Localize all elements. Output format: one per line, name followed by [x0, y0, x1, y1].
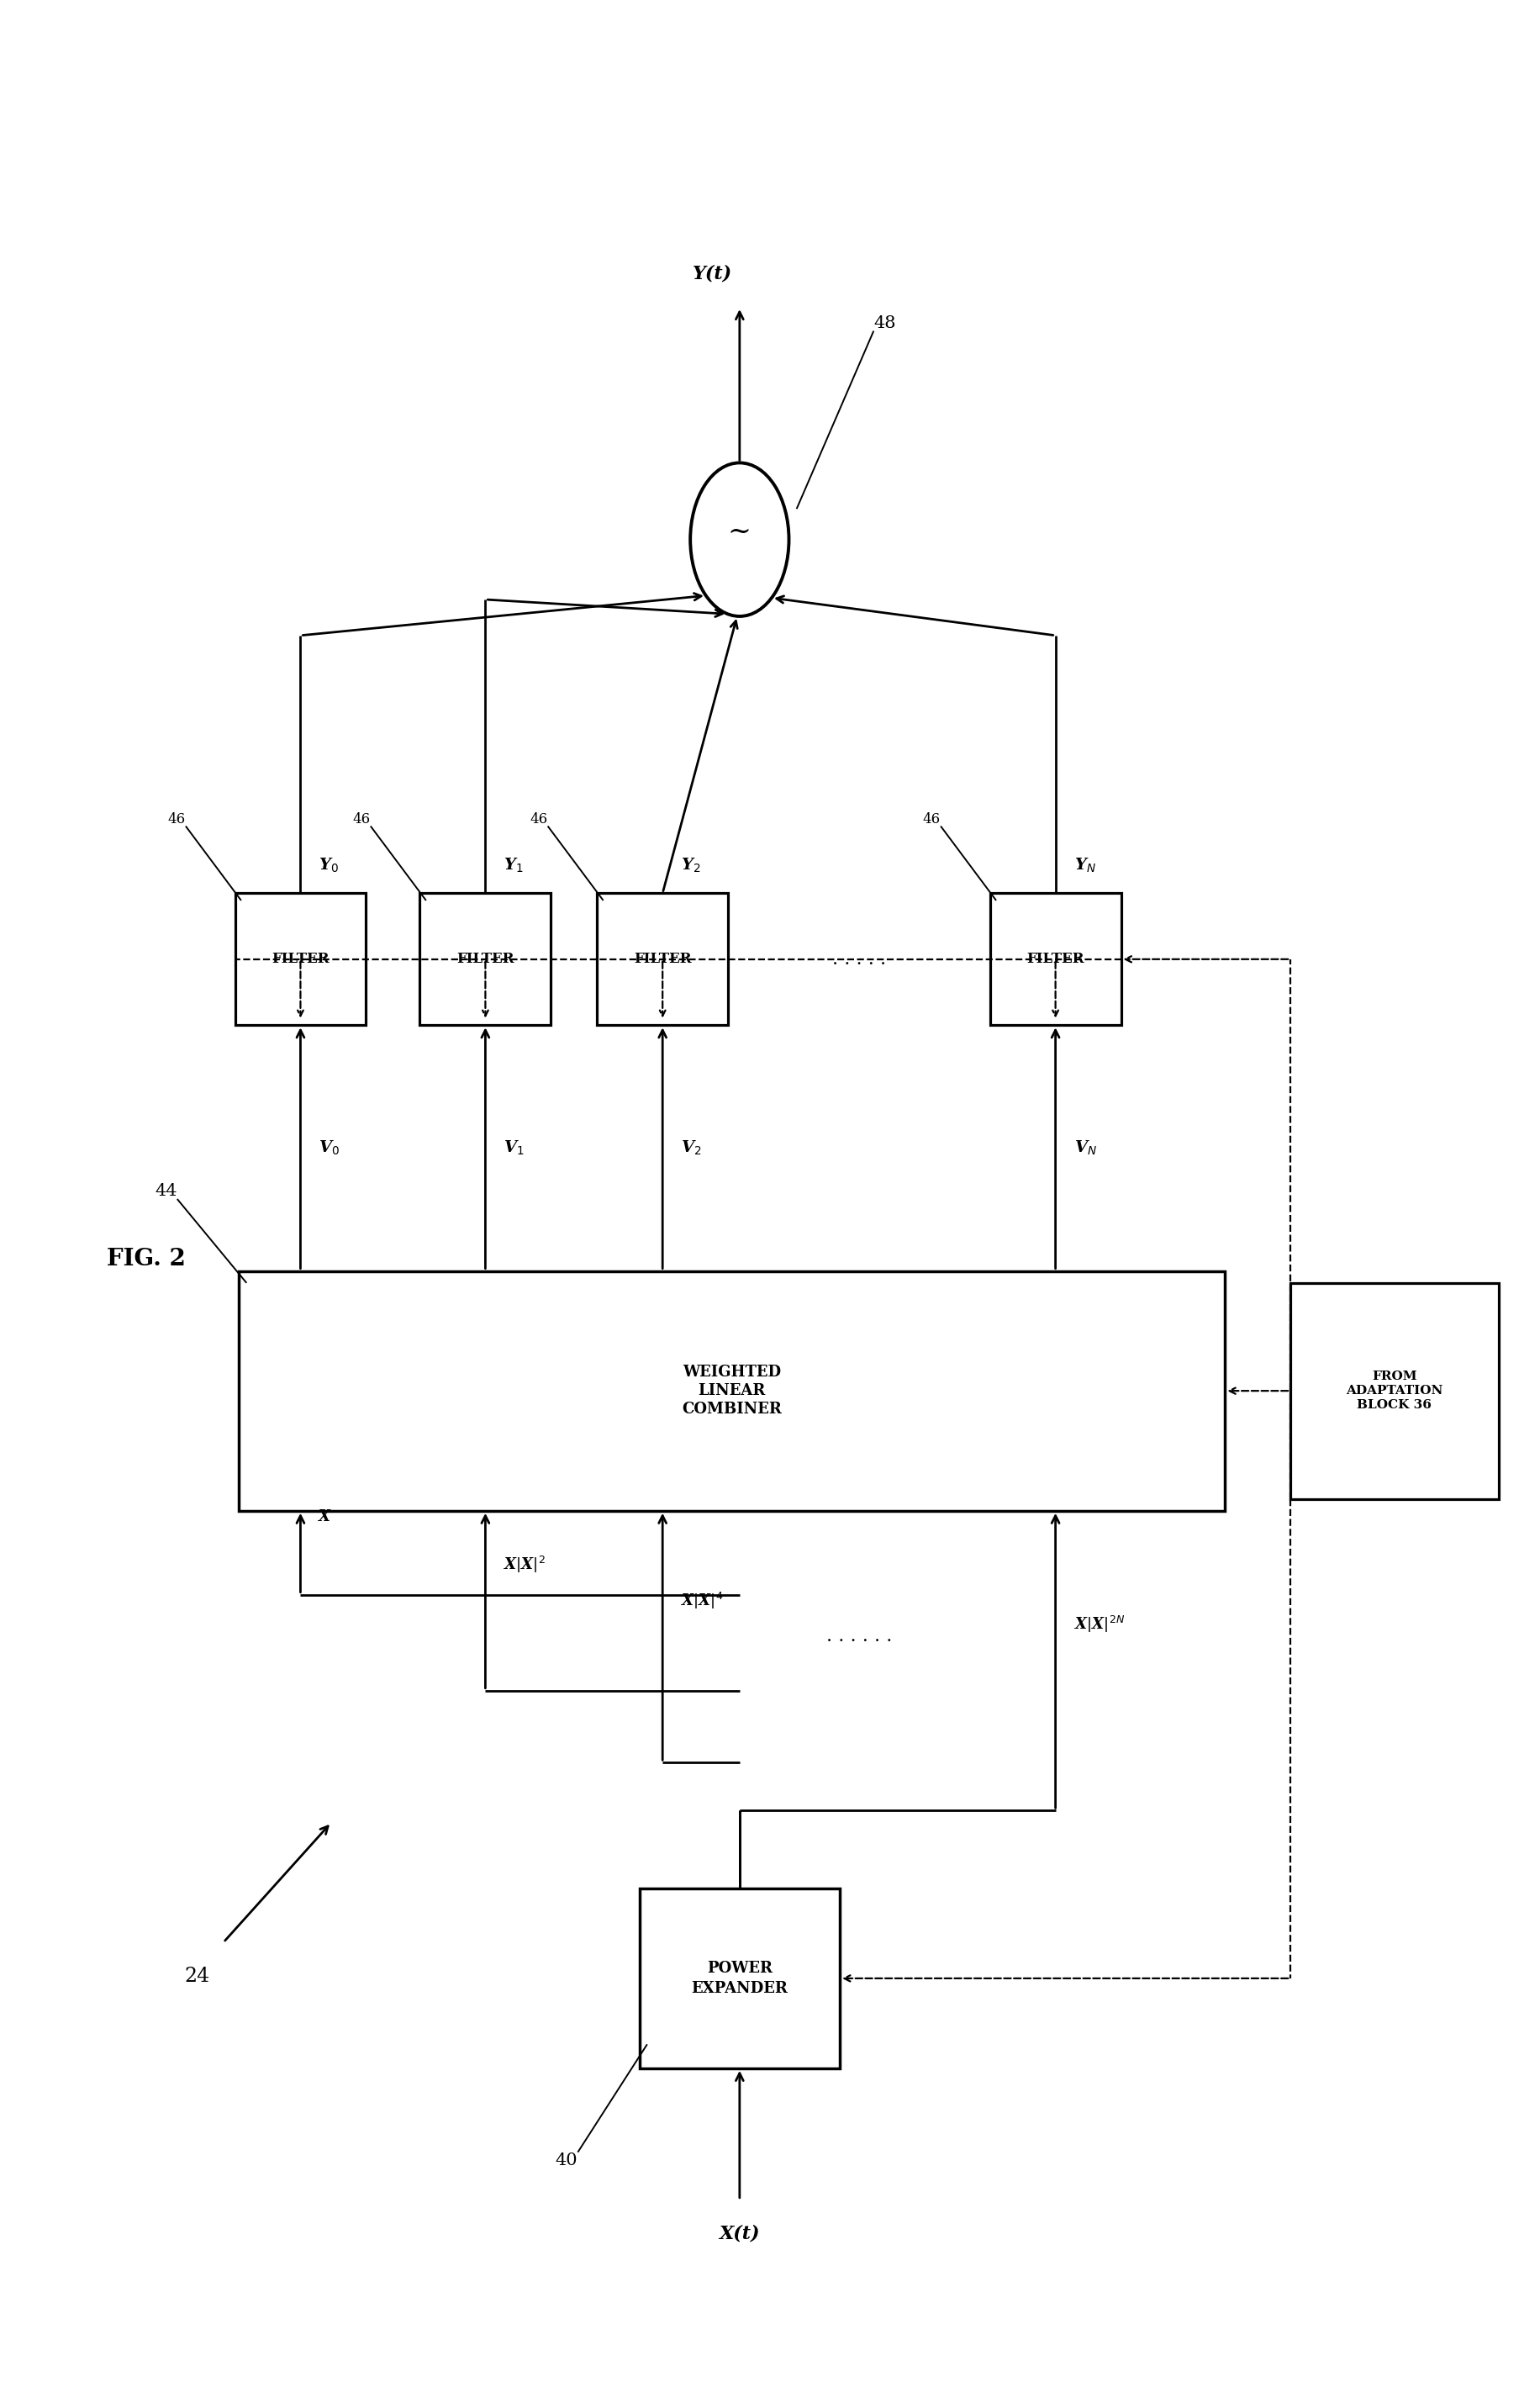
Text: X$|$X$|^2$: X$|$X$|^2$ — [504, 1554, 545, 1575]
Text: ~: ~ — [727, 518, 752, 547]
FancyBboxPatch shape — [239, 1271, 1224, 1511]
Text: FILTER: FILTER — [456, 952, 514, 966]
Text: V$_1$: V$_1$ — [504, 1139, 524, 1156]
Circle shape — [690, 463, 788, 616]
FancyBboxPatch shape — [598, 892, 728, 1026]
Text: FILTER: FILTER — [271, 952, 330, 966]
Text: 46: 46 — [168, 813, 185, 825]
FancyBboxPatch shape — [1291, 1283, 1497, 1499]
Text: Y$_1$: Y$_1$ — [504, 856, 524, 875]
Text: 48: 48 — [873, 314, 895, 331]
Text: V$_0$: V$_0$ — [319, 1139, 340, 1156]
Text: X(t): X(t) — [719, 2225, 759, 2242]
Text: V$_2$: V$_2$ — [681, 1139, 701, 1156]
FancyBboxPatch shape — [639, 1890, 839, 2067]
Text: X$|$X$|^{2N}$: X$|$X$|^{2N}$ — [1073, 1614, 1124, 1635]
Text: X$|$X$|^4$: X$|$X$|^4$ — [681, 1590, 724, 1611]
Text: 44: 44 — [156, 1182, 177, 1199]
Text: FIG. 2: FIG. 2 — [106, 1247, 186, 1271]
Text: FILTER: FILTER — [1026, 952, 1084, 966]
Text: V$_N$: V$_N$ — [1073, 1139, 1096, 1156]
FancyBboxPatch shape — [419, 892, 551, 1026]
Text: POWER
EXPANDER: POWER EXPANDER — [691, 1962, 787, 1995]
Text: 46: 46 — [353, 813, 371, 825]
Text: Y$_0$: Y$_0$ — [319, 856, 339, 875]
FancyBboxPatch shape — [989, 892, 1121, 1026]
Text: FILTER: FILTER — [633, 952, 691, 966]
Text: . . . . .: . . . . . — [832, 950, 885, 969]
Text: WEIGHTED
LINEAR
COMBINER: WEIGHTED LINEAR COMBINER — [682, 1364, 781, 1417]
Text: 24: 24 — [185, 1966, 209, 1986]
FancyBboxPatch shape — [234, 892, 367, 1026]
Text: FROM
ADAPTATION
BLOCK 36: FROM ADAPTATION BLOCK 36 — [1346, 1369, 1441, 1412]
Text: Y$_2$: Y$_2$ — [681, 856, 701, 875]
Text: X: X — [319, 1508, 331, 1525]
Text: Y$_N$: Y$_N$ — [1073, 856, 1095, 875]
Text: . . . . . .: . . . . . . — [825, 1628, 892, 1645]
Text: 46: 46 — [530, 813, 548, 825]
Text: 40: 40 — [554, 2153, 578, 2168]
Text: 46: 46 — [922, 813, 939, 825]
Text: Y(t): Y(t) — [691, 264, 732, 283]
